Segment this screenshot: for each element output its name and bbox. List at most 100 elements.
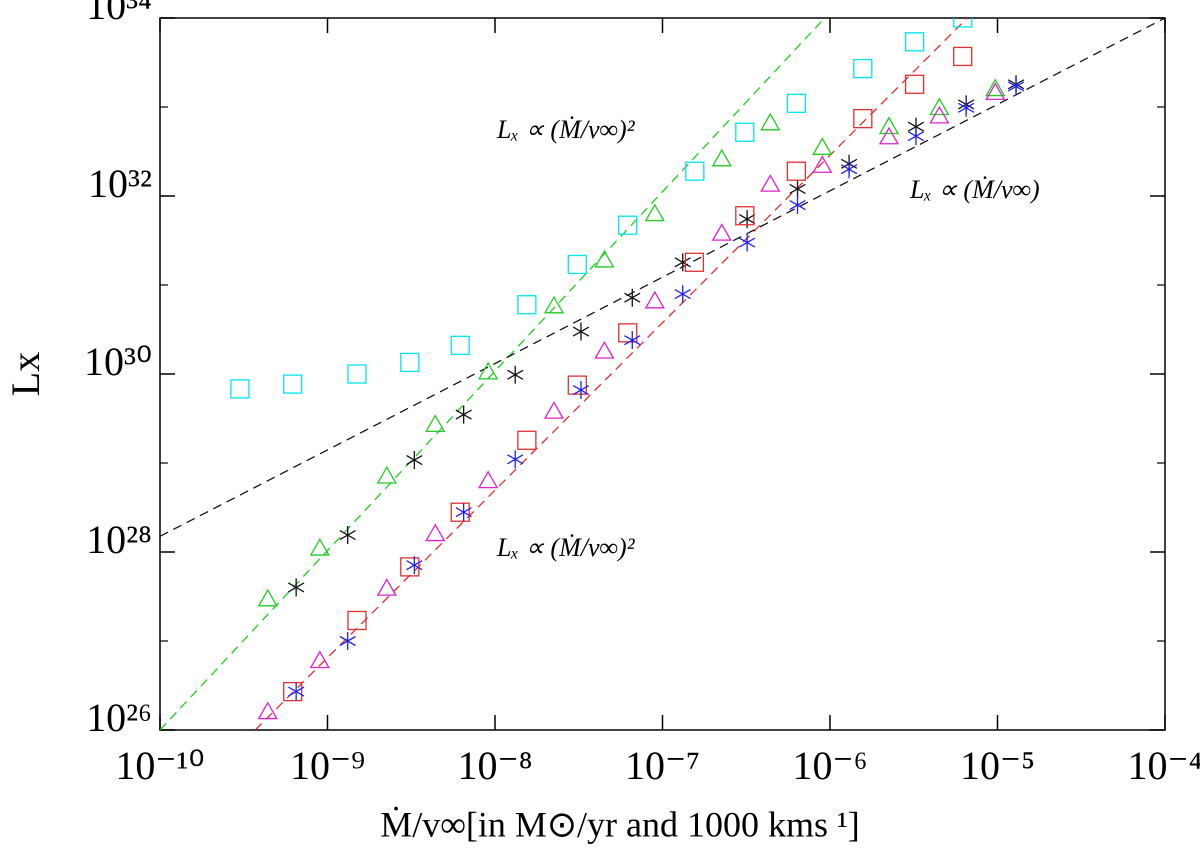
fit-line	[254, 18, 968, 730]
data-point	[347, 610, 367, 631]
data-point	[309, 650, 330, 669]
data-point	[425, 523, 446, 542]
x-axis-label: Ṁ/v∞[in M⊙/yr and 1000 kms ¹]	[380, 804, 860, 844]
data-point	[907, 127, 925, 146]
fit-line	[160, 18, 826, 730]
x-tick-label: 10⁻⁸	[457, 743, 532, 788]
data-point	[283, 374, 303, 394]
data-point	[450, 335, 470, 355]
data-point	[878, 116, 900, 135]
data-point	[735, 122, 755, 142]
data-point	[406, 451, 423, 470]
data-point	[853, 108, 873, 129]
data-point	[760, 174, 781, 192]
data-point	[594, 340, 615, 359]
data-point	[878, 126, 900, 145]
data-point	[812, 155, 833, 173]
data-point	[543, 295, 565, 314]
data-point	[572, 322, 590, 341]
data-point	[507, 450, 524, 469]
data-point	[644, 290, 665, 309]
data-point	[339, 526, 356, 545]
data-point	[789, 179, 806, 198]
y-axis-label: Lx	[3, 352, 48, 396]
data-point	[738, 210, 756, 229]
data-point	[904, 74, 925, 94]
data-point	[594, 249, 615, 268]
data-point	[478, 470, 499, 489]
data-point	[406, 556, 423, 575]
data-point	[517, 430, 537, 450]
data-point	[985, 82, 1006, 101]
data-point	[904, 32, 925, 52]
y-tick-label: 10³⁰	[84, 339, 152, 384]
data-point	[543, 401, 565, 419]
data-point	[953, 18, 973, 28]
annotation: Lₓ ∝ (Ṁ/v∞)²	[496, 115, 636, 144]
data-point	[376, 465, 397, 484]
data-point	[674, 253, 691, 272]
data-point	[786, 161, 807, 181]
data-point	[572, 381, 590, 400]
data-point	[684, 252, 705, 272]
x-tick-label: 10⁻⁹	[290, 743, 365, 788]
data-point	[288, 682, 305, 701]
data-point	[425, 414, 446, 433]
data-point	[400, 352, 420, 373]
data-point	[812, 137, 833, 155]
data-point	[283, 681, 303, 702]
data-point	[624, 331, 641, 350]
data-point	[644, 203, 665, 222]
data-point	[376, 578, 397, 596]
data-point	[618, 323, 638, 343]
data-point	[953, 46, 973, 67]
data-point	[929, 97, 950, 116]
data-point	[711, 223, 732, 241]
data-point	[517, 295, 537, 315]
fit-line	[160, 18, 1165, 537]
data-point	[786, 93, 807, 113]
data-point	[450, 502, 470, 522]
y-tick-label: 10³⁴	[86, 0, 152, 28]
data-point	[738, 233, 756, 252]
plot-frame	[159, 17, 1166, 731]
x-tick-label: 10⁻⁵	[960, 743, 1035, 788]
y-tick-label: 10²⁶	[86, 695, 152, 740]
data-point	[567, 375, 587, 395]
data-point	[624, 288, 641, 307]
data-point	[347, 364, 367, 384]
data-point	[853, 58, 873, 79]
x-tick-label: 10⁻⁶	[792, 743, 867, 788]
y-tick-label: 10³²	[88, 161, 152, 206]
data-point	[735, 206, 755, 226]
x-tick-label: 10⁻¹⁰	[115, 743, 204, 788]
x-tick-label: 10⁻⁷	[625, 743, 700, 788]
data-point	[567, 254, 587, 275]
data-point	[309, 538, 330, 556]
data-point	[257, 588, 278, 607]
y-tick-label: 10²⁸	[86, 517, 152, 562]
data-point	[230, 379, 250, 399]
data-point	[674, 285, 691, 304]
data-point	[478, 361, 499, 380]
data-point	[685, 161, 705, 181]
data-point	[840, 160, 858, 179]
data-point	[958, 98, 975, 117]
data-point	[455, 405, 472, 424]
data-point	[400, 557, 420, 577]
annotation: Lₓ ∝ (Ṁ/v∞)²	[496, 533, 636, 562]
x-tick-label: 10⁻⁴	[1127, 743, 1200, 788]
data-point	[618, 215, 638, 235]
data-point	[985, 78, 1006, 97]
data-point	[1007, 77, 1025, 96]
data-point	[257, 701, 278, 720]
annotation: Lₓ ∝ (Ṁ/v∞)	[909, 175, 1040, 204]
data-point	[711, 148, 732, 167]
data-point	[455, 503, 472, 522]
data-point	[288, 578, 305, 597]
data-point	[339, 632, 356, 650]
data-point	[760, 112, 781, 131]
data-point	[507, 365, 524, 384]
data-point	[789, 196, 806, 215]
